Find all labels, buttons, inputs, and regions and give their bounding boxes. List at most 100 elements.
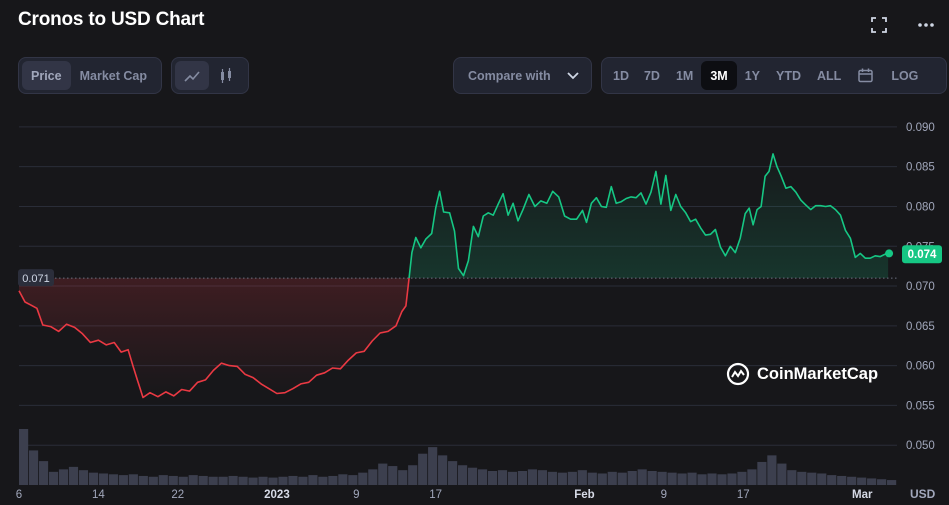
range-1y[interactable]: 1Y [744,68,761,83]
coinmarketcap-logo-icon [726,362,750,386]
x-tick-label: 22 [171,489,184,501]
volume-bar [68,466,79,485]
view-toggle: Price Market Cap [18,57,162,94]
volume-bar [368,469,378,485]
price-line-down [18,278,410,399]
volume-bar [617,472,627,485]
volume-bar [108,474,118,485]
volume-bar [527,469,538,485]
y-tick-label: 0.055 [906,400,935,412]
volume-bar [837,475,847,485]
volume-bar [597,473,607,485]
volume-bar [847,476,857,485]
range-3m[interactable]: 3M [701,61,737,90]
volume-bar [188,475,198,485]
volume-bar [348,475,358,485]
x-tick-label: 14 [92,489,105,501]
volume-bar [338,474,348,485]
current-price-dot [885,249,894,258]
volume-bar [138,475,148,485]
calendar-icon [858,68,874,83]
line-chart-button[interactable] [175,61,209,90]
tab-market-cap[interactable]: Market Cap [79,68,147,83]
volume-bar [218,476,228,485]
volume-bar [118,475,128,485]
volume-bar [777,463,787,485]
y-tick-label: 0.080 [906,201,935,213]
price-area-up [409,153,889,279]
more-icon[interactable] [915,14,937,36]
baseline-label: 0.071 [22,273,50,285]
chevron-down-icon [567,71,579,79]
currency-label: USD [910,487,936,501]
line-chart-icon [184,70,200,82]
volume-bar [378,463,388,485]
volume-bar [717,474,727,485]
y-tick-label: 0.090 [906,122,935,134]
chart-title: Cronos to USD Chart [18,9,205,30]
volume-bar [148,476,158,485]
markers: 0.071 0.074 [18,245,942,287]
x-tick-label: 6 [16,489,22,501]
volume-bar [647,471,657,485]
y-tick-label: 0.075 [906,241,935,253]
volume-bar [517,471,528,485]
x-tick-label: Mar [852,489,873,501]
tab-price[interactable]: Price [22,61,71,90]
volume-bar [158,475,168,485]
volume-bar [448,461,458,485]
volume-bar [787,470,797,485]
y-tick-label: 0.065 [906,321,935,333]
volume-bar [438,455,448,485]
current-price-box [902,245,942,264]
volume-bar [657,471,667,485]
x-axis-labels: 6 14 22 2023 9 17 Feb 9 17 Mar [16,489,873,501]
volume-bar [537,470,547,485]
range-selector: 1D 7D 1M 3M 1Y YTD ALL LOG [601,57,947,94]
volume-bar [198,475,208,485]
range-7d[interactable]: 7D [643,68,660,83]
range-1d[interactable]: 1D [613,68,629,83]
volume-bar [388,466,398,485]
candlestick-button[interactable] [209,61,243,90]
range-all[interactable]: ALL [817,68,842,83]
volume-bar [168,475,178,485]
volume-bar [358,472,368,485]
volume-bar [827,475,837,485]
volume-bar [507,471,518,485]
volume-bar [887,480,897,485]
volume-bar [667,472,677,485]
calendar-button[interactable] [849,61,882,90]
volume-bar [557,472,567,485]
volume-bar [308,475,318,485]
volume-bar [857,477,867,485]
baseline-label-box [18,269,54,287]
volume-bar [178,476,188,485]
volume-bar [318,476,328,485]
y-tick-label: 0.085 [906,162,935,174]
candlestick-icon [221,67,231,83]
x-tick-label: 2023 [264,489,290,501]
range-ytd[interactable]: YTD [776,68,802,83]
volume-bar [807,472,817,485]
volume-bar [238,476,248,485]
volume-bar [867,478,877,485]
compare-with-dropdown[interactable]: Compare with [453,57,592,94]
log-scale-button[interactable]: LOG [891,68,919,83]
range-1m[interactable]: 1M [675,68,694,83]
volume-bar [727,473,737,485]
watermark: CoinMarketCap [726,362,878,386]
volume-bar [467,467,478,485]
chart-type-toggle [171,57,249,94]
fullscreen-icon[interactable] [868,14,890,36]
x-tick-label: 17 [429,489,442,501]
price-line [18,153,889,399]
volume-bar [697,474,707,485]
volume-bar [58,469,69,485]
volume-bar [767,455,777,485]
volume-bar [477,469,488,485]
volume-bar [38,461,49,485]
y-axis-labels: 0.050 0.055 0.060 0.065 0.070 0.075 0.080 0.085… [906,122,935,452]
volume-bar [458,465,468,485]
watermark-text: CoinMarketCap [757,364,879,383]
